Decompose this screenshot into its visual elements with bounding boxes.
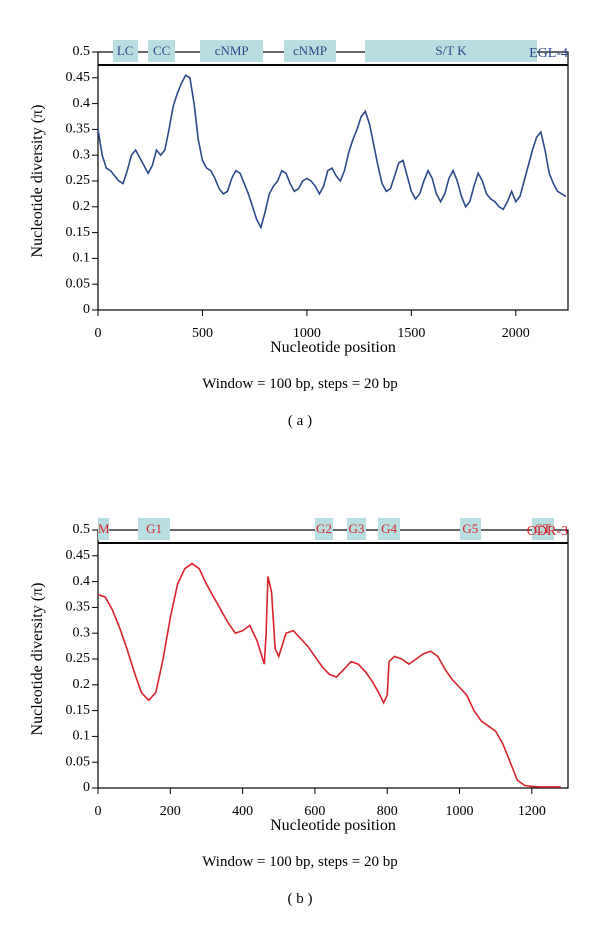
svg-text:500: 500 (192, 326, 213, 341)
domain-box: G4 (378, 518, 400, 540)
svg-text:0: 0 (95, 804, 102, 819)
page: LCCCcNMPcNMPS/T KEGL-4 05001000150020000… (0, 0, 600, 944)
svg-text:Nucleotide position: Nucleotide position (270, 339, 396, 356)
svg-text:0.3: 0.3 (73, 625, 91, 640)
svg-text:Nucleotide position: Nucleotide position (270, 817, 396, 834)
domain-box: M (98, 518, 109, 540)
svg-text:0.05: 0.05 (66, 754, 91, 769)
svg-text:0.25: 0.25 (66, 173, 91, 188)
panel-b: MG1G2G3G4G5CTODR-3 020040060080010001200… (0, 490, 600, 908)
domain-ruler (98, 64, 568, 66)
svg-text:Nucleotide diversity (π): Nucleotide diversity (π) (29, 105, 46, 258)
domain-track-b: MG1G2G3G4G5CTODR-3 (20, 518, 580, 544)
domain-ruler (98, 542, 568, 544)
gene-title: EGL-4 (529, 46, 568, 62)
svg-text:200: 200 (160, 804, 181, 819)
domain-box: G5 (460, 518, 482, 540)
svg-text:0: 0 (83, 302, 90, 317)
chart-a: 050010001500200000.050.10.150.20.250.30.… (20, 40, 580, 370)
svg-text:0.4: 0.4 (73, 574, 91, 589)
chart-b: 02004006008001000120000.050.10.150.20.25… (20, 518, 580, 848)
svg-text:0.15: 0.15 (66, 225, 91, 240)
panel-label-b: ( b ) (20, 891, 580, 908)
domain-track-a: LC CC cNMP cNMP S/T KEGL-4 (20, 40, 580, 66)
svg-text:0.1: 0.1 (73, 729, 91, 744)
gene-title: ODR-3 (527, 524, 568, 540)
svg-text:0.35: 0.35 (66, 122, 91, 137)
svg-text:0.45: 0.45 (66, 70, 91, 85)
panel-a: LCCCcNMPcNMPS/T KEGL-4 05001000150020000… (0, 12, 600, 430)
svg-text:0.2: 0.2 (73, 199, 91, 214)
series-line (98, 564, 561, 787)
svg-text:2000: 2000 (502, 326, 530, 341)
svg-text:0.25: 0.25 (66, 651, 91, 666)
svg-text:1200: 1200 (518, 804, 546, 819)
domain-box: LC (113, 40, 138, 62)
caption-b: Window = 100 bp, steps = 20 bp (20, 854, 580, 871)
svg-text:0.4: 0.4 (73, 96, 91, 111)
panel-a-wrap: LCCCcNMPcNMPS/T KEGL-4 05001000150020000… (20, 40, 580, 430)
svg-text:0.45: 0.45 (66, 548, 91, 563)
caption-a: Window = 100 bp, steps = 20 bp (20, 376, 580, 393)
series-line (98, 75, 566, 227)
svg-text:0.3: 0.3 (73, 147, 91, 162)
svg-text:0.2: 0.2 (73, 677, 91, 692)
panel-b-wrap: MG1G2G3G4G5CTODR-3 020040060080010001200… (20, 518, 580, 908)
svg-text:0: 0 (95, 326, 102, 341)
svg-text:0.15: 0.15 (66, 703, 91, 718)
domain-box: cNMP (200, 40, 263, 62)
svg-text:0: 0 (83, 780, 90, 795)
domain-box: S/T K (365, 40, 536, 62)
domain-box: G1 (138, 518, 171, 540)
svg-text:0.05: 0.05 (66, 276, 91, 291)
domain-box: CC (148, 40, 175, 62)
svg-text:1000: 1000 (446, 804, 474, 819)
svg-text:Nucleotide diversity (π): Nucleotide diversity (π) (29, 583, 46, 736)
svg-text:0.1: 0.1 (73, 251, 91, 266)
svg-text:1500: 1500 (397, 326, 425, 341)
svg-text:400: 400 (232, 804, 253, 819)
domain-box: G3 (347, 518, 365, 540)
panel-label-a: ( a ) (20, 413, 580, 430)
svg-text:0.35: 0.35 (66, 600, 91, 615)
domain-box: cNMP (284, 40, 336, 62)
domain-box: G2 (315, 518, 333, 540)
